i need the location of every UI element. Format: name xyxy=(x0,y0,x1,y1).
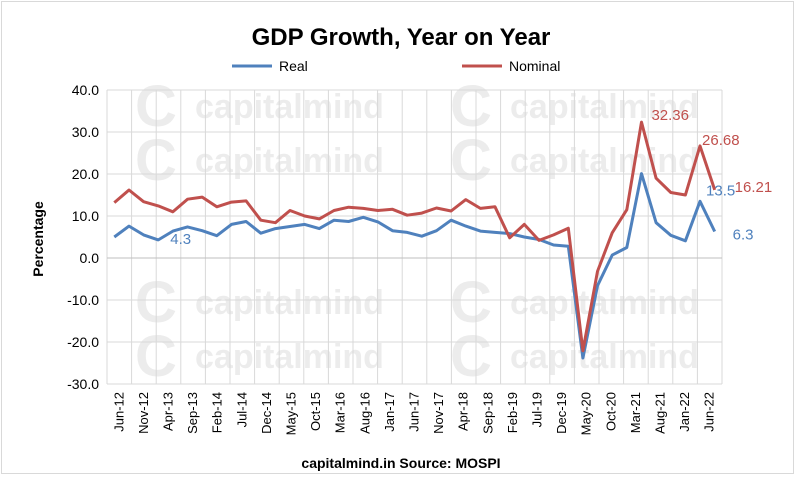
watermark-text: capitalmind xyxy=(510,284,699,322)
x-tick-label: Apr-13 xyxy=(161,392,176,431)
x-tick-label: Dec-14 xyxy=(259,392,274,434)
x-tick-label: Feb-19 xyxy=(505,392,520,433)
watermark-text: capitalmind xyxy=(195,338,384,376)
data-label-real: 4.3 xyxy=(170,231,191,248)
y-tick-label: -10.0 xyxy=(67,292,99,308)
x-tick-label: Nov-12 xyxy=(136,392,151,434)
series-line-real xyxy=(113,172,717,360)
watermark-logo-mark: C xyxy=(450,74,492,139)
watermark-text: capitalmind xyxy=(510,338,699,376)
watermark-text: capitalmind xyxy=(195,284,384,322)
x-tick-label: Aug-21 xyxy=(653,392,668,434)
watermark-logo-mark: C xyxy=(450,324,492,389)
watermark-logo-mark: C xyxy=(450,128,492,193)
chart-title: GDP Growth, Year on Year xyxy=(252,24,551,51)
x-tick-label: Mar-16 xyxy=(333,392,348,433)
y-tick-label: 40.0 xyxy=(72,82,99,98)
x-tick-label: Jun-22 xyxy=(702,392,717,432)
x-tick-label: Apr-18 xyxy=(456,392,471,431)
x-tick-label: Sep-18 xyxy=(480,392,495,434)
watermark-text: capitalmind xyxy=(510,88,699,126)
x-tick-label: Oct-20 xyxy=(603,392,618,431)
data-label-real: 6.3 xyxy=(733,227,754,244)
y-tick-label: -30.0 xyxy=(67,376,99,392)
y-tick-label: 0.0 xyxy=(80,250,100,266)
series-line-nominal xyxy=(113,120,717,353)
axes: 40.0 30.0 20.0 10.0 0.0 -10.0 -20.0 -30.0 Jun-12… xyxy=(67,82,722,435)
x-tick-label: Jul-14 xyxy=(234,392,249,427)
data-label-nominal: 32.36 xyxy=(651,107,689,124)
x-tick-label: May-15 xyxy=(284,392,299,435)
source-note: capitalmind.in Source: MOSPI xyxy=(301,455,500,471)
watermark-text: capitalmind xyxy=(195,88,384,126)
data-label-nominal: 26.68 xyxy=(702,132,740,149)
data-labels: 4.3 13.5 6.3 32.36 26.68 16.21 xyxy=(170,107,772,248)
x-tick-label: Jan-17 xyxy=(382,392,397,432)
y-tick-label: 10.0 xyxy=(72,208,99,224)
series-layer xyxy=(113,120,717,360)
gridlines xyxy=(106,89,723,385)
legend-label-real: Real xyxy=(279,58,308,74)
y-axis-label: Percentage xyxy=(30,201,46,277)
x-tick-label: Jun-17 xyxy=(407,392,422,432)
data-label-nominal: 16.21 xyxy=(735,179,773,196)
x-tick-label: Feb-14 xyxy=(210,392,225,433)
x-tick-label: Jul-19 xyxy=(530,392,545,427)
watermark-logo-mark: C xyxy=(450,270,492,335)
y-tick-label: 20.0 xyxy=(72,166,99,182)
y-tick-label: 30.0 xyxy=(72,124,99,140)
x-tick-label: Nov-17 xyxy=(431,392,446,434)
x-tick-label: May-20 xyxy=(579,392,594,435)
x-tick-label: Aug-16 xyxy=(357,392,372,434)
x-tick-label: Jan-22 xyxy=(677,392,692,432)
data-label-real: 13.5 xyxy=(706,182,735,199)
x-tick-label: Dec-19 xyxy=(554,392,569,434)
x-tick-label: Jun-12 xyxy=(111,392,126,432)
x-tick-label: Sep-13 xyxy=(185,392,200,434)
x-tick-label: Mar-21 xyxy=(628,392,643,433)
x-tick-label: Oct-15 xyxy=(308,392,323,431)
legend-label-nominal: Nominal xyxy=(509,58,560,74)
y-tick-label: -20.0 xyxy=(67,334,99,350)
legend: Real Nominal xyxy=(232,58,560,74)
